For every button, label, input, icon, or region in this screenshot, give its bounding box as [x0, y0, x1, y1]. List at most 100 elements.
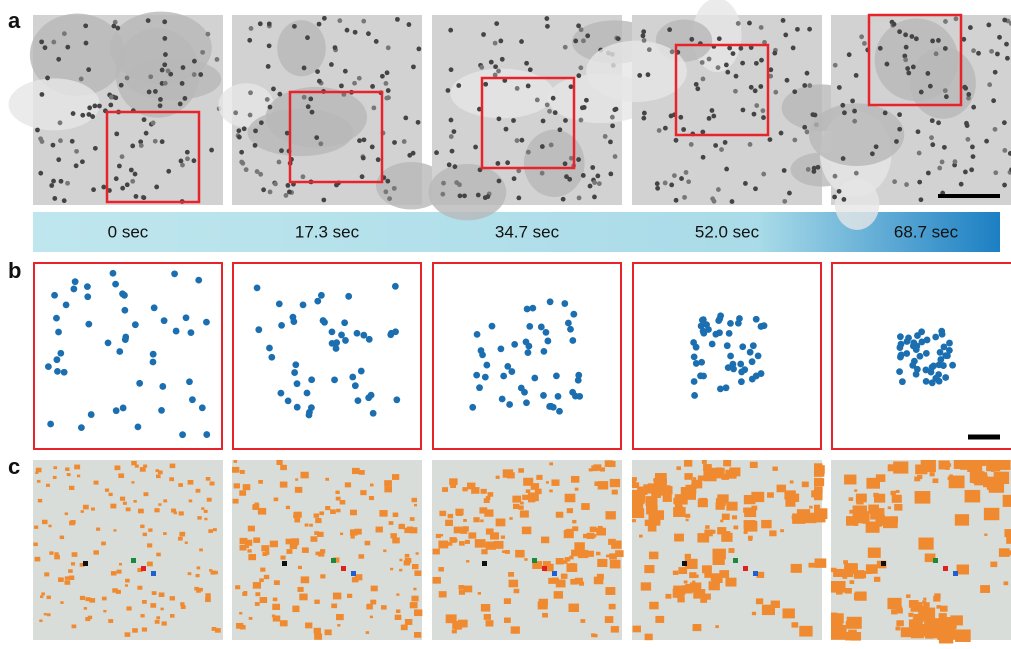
- particle: [456, 83, 461, 88]
- particle-dot: [903, 350, 910, 357]
- tracer: [933, 558, 938, 563]
- cluster: [293, 512, 297, 515]
- particle: [919, 197, 924, 202]
- cluster: [245, 540, 253, 546]
- particle: [993, 127, 998, 132]
- tracer: [282, 561, 287, 566]
- cluster: [270, 541, 278, 548]
- particle: [535, 97, 540, 102]
- cluster: [486, 541, 496, 549]
- cluster: [572, 520, 576, 523]
- particle: [485, 194, 490, 199]
- cluster: [933, 478, 939, 483]
- particle-dot: [318, 292, 325, 299]
- particle: [83, 23, 88, 28]
- cluster: [641, 582, 651, 590]
- cluster: [809, 506, 813, 509]
- particle-dot: [483, 362, 490, 369]
- particle: [897, 112, 902, 117]
- cluster: [113, 529, 116, 531]
- cluster: [518, 468, 524, 473]
- cluster: [147, 562, 153, 567]
- particle: [655, 186, 660, 191]
- particle: [723, 140, 728, 145]
- shade: [126, 58, 222, 100]
- particle: [917, 180, 922, 185]
- particle-dot: [308, 376, 315, 383]
- particle: [553, 110, 558, 115]
- cluster: [310, 536, 317, 542]
- cluster: [370, 600, 376, 605]
- cluster: [159, 592, 165, 597]
- particle: [239, 150, 244, 155]
- cluster: [72, 624, 77, 628]
- particle: [519, 39, 524, 44]
- cluster: [448, 542, 452, 546]
- cluster: [40, 595, 43, 598]
- cluster: [93, 550, 98, 554]
- shade: [9, 78, 100, 130]
- cluster: [319, 511, 324, 515]
- particle: [897, 127, 902, 132]
- cluster: [395, 615, 402, 620]
- particle: [392, 140, 397, 145]
- cluster: [509, 517, 512, 520]
- cluster: [761, 520, 771, 528]
- cluster: [693, 477, 696, 480]
- cluster: [516, 551, 524, 558]
- particle: [743, 181, 748, 186]
- particle: [125, 76, 130, 81]
- cluster: [243, 484, 251, 490]
- cluster: [732, 515, 737, 519]
- particle: [545, 102, 550, 107]
- particle: [1002, 18, 1007, 23]
- cluster: [155, 620, 160, 624]
- cluster: [589, 468, 593, 471]
- particle: [772, 51, 777, 56]
- cluster: [846, 516, 858, 526]
- particle-dot: [45, 363, 52, 370]
- cluster: [242, 592, 247, 596]
- particle: [850, 98, 855, 103]
- particle-dot: [84, 293, 91, 300]
- cluster: [611, 626, 619, 633]
- particle: [80, 113, 85, 118]
- particle: [253, 128, 258, 133]
- particle: [314, 135, 319, 140]
- cluster: [496, 476, 500, 479]
- particle: [616, 36, 621, 41]
- particle: [551, 96, 556, 101]
- cluster: [505, 550, 510, 554]
- cluster: [44, 613, 47, 615]
- particle-dot: [727, 320, 734, 327]
- particle: [287, 190, 292, 195]
- cluster: [462, 487, 467, 491]
- cluster: [684, 460, 692, 467]
- particle: [329, 62, 334, 67]
- particle: [592, 180, 597, 185]
- cluster: [648, 483, 659, 492]
- particle-dot: [525, 349, 532, 356]
- cluster: [150, 603, 156, 608]
- particle-dot: [917, 353, 924, 360]
- cluster: [34, 526, 38, 529]
- particle-dot: [47, 421, 54, 428]
- particle-dot: [255, 326, 262, 333]
- particle: [934, 51, 939, 56]
- cluster: [259, 578, 264, 582]
- cluster: [685, 514, 690, 518]
- cluster: [705, 525, 710, 529]
- particle: [179, 159, 184, 164]
- particle: [641, 29, 646, 34]
- cluster: [413, 588, 416, 591]
- cluster: [675, 506, 683, 512]
- tracer: [953, 571, 958, 576]
- particle: [701, 77, 706, 82]
- cluster: [126, 507, 131, 511]
- cluster: [752, 612, 756, 615]
- particle: [641, 116, 646, 121]
- particle-dot: [331, 376, 338, 383]
- particle: [449, 134, 454, 139]
- particle-dot: [333, 345, 340, 352]
- cluster: [178, 483, 183, 487]
